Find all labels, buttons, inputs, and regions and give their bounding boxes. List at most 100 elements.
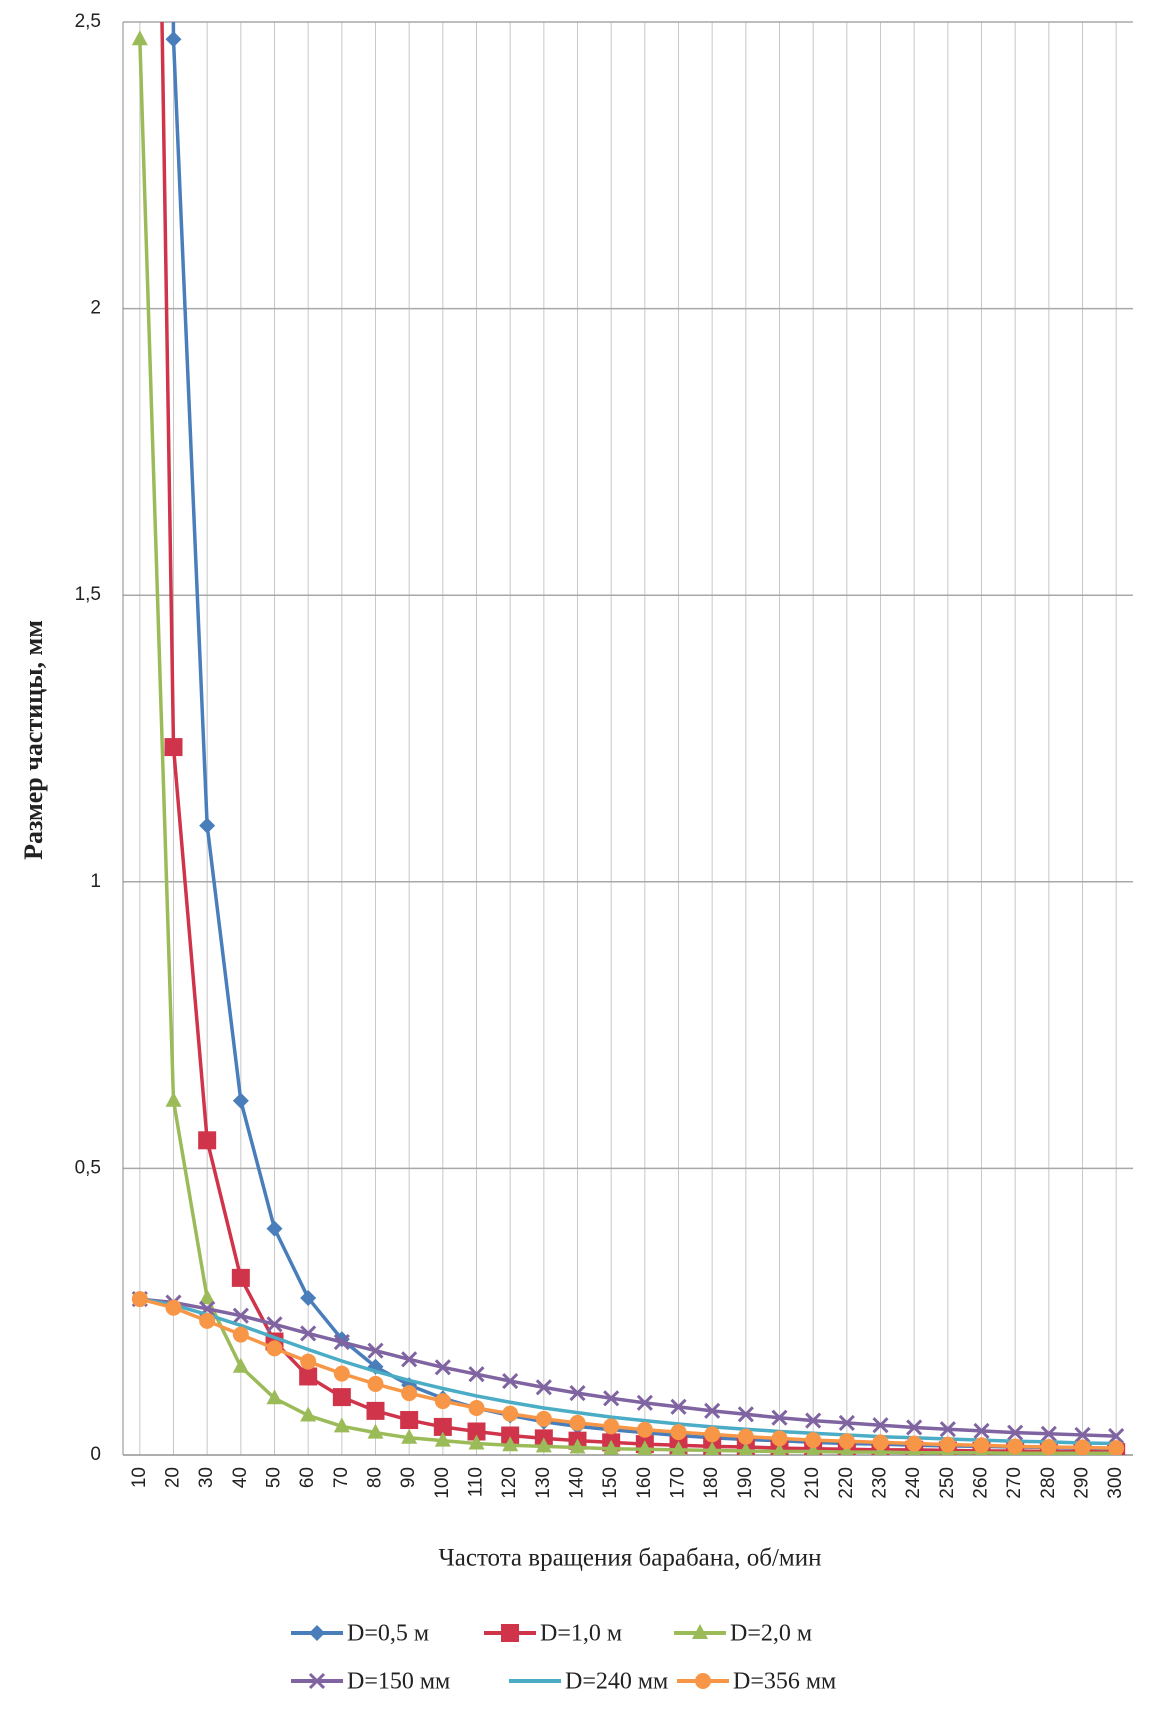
marker — [434, 1359, 451, 1376]
marker — [231, 1268, 250, 1287]
marker — [805, 1432, 822, 1449]
x-tick-label: 90 — [398, 1467, 419, 1488]
marker — [131, 30, 148, 46]
x-tick-label: 120 — [499, 1467, 520, 1499]
marker — [401, 1351, 418, 1368]
marker — [502, 1436, 519, 1452]
marker — [131, 1291, 148, 1308]
x-tick-label: 80 — [365, 1467, 386, 1488]
marker — [806, 1442, 820, 1455]
marker — [308, 1672, 326, 1690]
marker — [670, 1440, 687, 1455]
marker — [535, 1410, 552, 1427]
series-line — [139, 1297, 1117, 1446]
marker — [1074, 1439, 1091, 1455]
marker — [300, 1353, 317, 1370]
marker — [1007, 1424, 1024, 1441]
marker — [805, 1412, 822, 1429]
marker — [502, 1405, 519, 1422]
marker — [299, 1367, 318, 1386]
marker — [502, 1372, 519, 1390]
x-tick-label: 280 — [1038, 1467, 1059, 1499]
x-tick-label: 40 — [230, 1467, 251, 1488]
marker — [165, 1299, 182, 1316]
marker — [636, 1421, 653, 1438]
marker — [165, 1091, 182, 1107]
marker — [1074, 1426, 1091, 1444]
marker — [772, 1442, 787, 1455]
marker — [1108, 1428, 1125, 1445]
x-tick-label: 170 — [668, 1467, 689, 1499]
marker — [333, 1365, 350, 1382]
series-line — [138, 39, 1117, 1455]
marker — [367, 1342, 384, 1359]
marker — [973, 1437, 990, 1454]
marker — [939, 1436, 956, 1453]
marker — [704, 1402, 721, 1419]
marker — [434, 1393, 451, 1410]
marker — [636, 1394, 653, 1411]
plot-area — [131, 22, 1126, 1455]
marker — [367, 1423, 384, 1439]
x-tick-label: 160 — [634, 1467, 655, 1499]
marker — [872, 1434, 889, 1451]
x-tick-label: 200 — [769, 1467, 790, 1499]
marker — [401, 1428, 418, 1444]
marker — [232, 1357, 249, 1373]
marker — [704, 1441, 720, 1455]
marker — [232, 1326, 249, 1343]
x-tick-label: 140 — [567, 1467, 588, 1499]
marker — [670, 1398, 687, 1415]
marker — [501, 1624, 519, 1642]
y-tick-label: 1,5 — [75, 584, 101, 605]
marker — [164, 738, 183, 757]
legend-label: D=1,0 м — [540, 1621, 622, 1647]
x-tick-label: 290 — [1072, 1467, 1093, 1499]
marker — [1040, 1425, 1057, 1442]
y-tick-label: 0 — [90, 1444, 101, 1465]
x-tick-label: 230 — [870, 1467, 891, 1499]
marker — [266, 1220, 283, 1237]
x-tick-label: 30 — [196, 1467, 217, 1488]
y-tick-label: 1 — [90, 871, 101, 892]
x-tick-label: 180 — [701, 1467, 722, 1499]
series-line — [160, 22, 1117, 1454]
legend-label: D=2,0 м — [730, 1621, 812, 1647]
marker — [199, 1312, 216, 1329]
marker — [737, 1406, 754, 1423]
x-tick-label: 60 — [297, 1467, 318, 1488]
legend-label: D=0,5 м — [347, 1621, 429, 1647]
x-tick-label: 150 — [600, 1467, 621, 1499]
marker — [569, 1385, 586, 1402]
x-tick-label: 270 — [1004, 1467, 1025, 1499]
series-line — [139, 1297, 1117, 1450]
marker — [1040, 1438, 1057, 1455]
marker — [300, 1406, 317, 1422]
marker — [906, 1435, 923, 1452]
x-tick-label: 100 — [432, 1467, 453, 1499]
marker — [838, 1414, 855, 1431]
x-tick-label: 260 — [971, 1467, 992, 1499]
marker — [535, 1379, 552, 1396]
marker — [872, 1417, 889, 1434]
x-tick-label: 240 — [903, 1467, 924, 1499]
marker — [467, 1422, 486, 1441]
marker — [198, 1131, 217, 1150]
marker — [771, 1430, 788, 1447]
x-tick-label: 10 — [129, 1467, 150, 1488]
marker — [266, 1389, 283, 1405]
legend-label: D=356 мм — [733, 1669, 836, 1695]
marker — [695, 1673, 711, 1689]
x-axis-title: Частота вращения барабана, об/мин — [439, 1545, 822, 1572]
marker — [670, 1424, 687, 1441]
marker — [165, 31, 182, 48]
x-tick-label: 110 — [466, 1467, 487, 1497]
marker — [400, 1411, 419, 1430]
marker — [603, 1439, 620, 1455]
marker — [367, 1375, 384, 1392]
marker — [468, 1366, 485, 1383]
x-tick-label: 70 — [331, 1467, 352, 1488]
x-tick-label: 50 — [264, 1467, 285, 1488]
y-tick-label: 2 — [90, 298, 101, 319]
marker — [636, 1440, 653, 1455]
